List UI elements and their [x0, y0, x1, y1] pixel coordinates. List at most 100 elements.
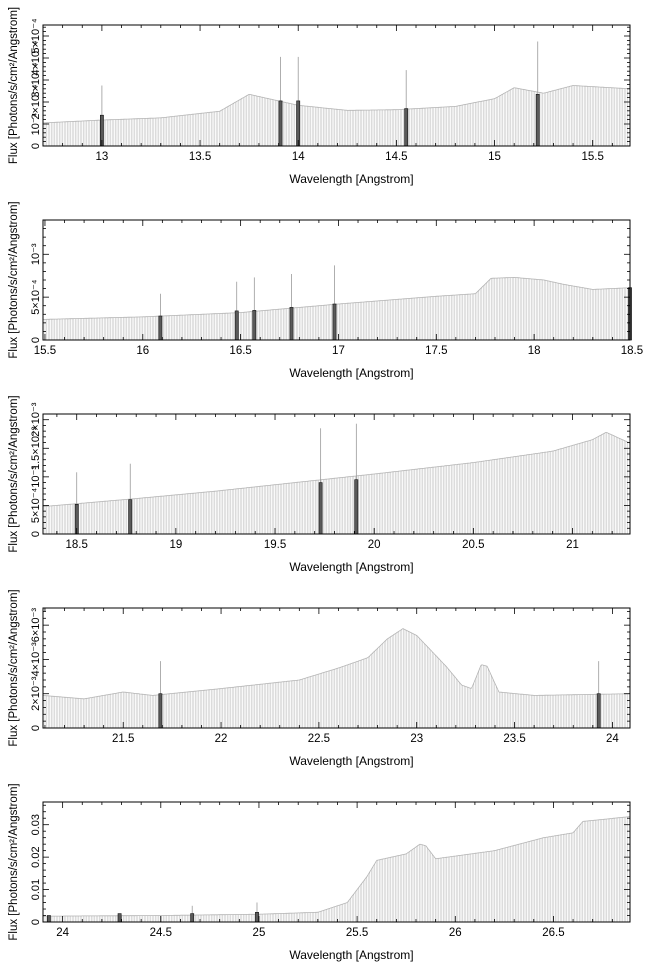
- y-tick-label: 5×10⁻⁴: [30, 488, 42, 524]
- x-axis-title: Wavelength [Angstrom]: [289, 560, 413, 574]
- y-tick-label: 5×10⁻⁴: [30, 279, 42, 315]
- y-axis-title: Flux [Photons/s/cm²/Angstrom]: [8, 7, 20, 164]
- x-axis-title: Wavelength [Angstrom]: [289, 948, 413, 962]
- y-tick-label: 2×10⁻³: [30, 676, 42, 711]
- x-tick-label: 15: [488, 151, 501, 163]
- y-tick-label: 5×10⁻⁴: [30, 18, 42, 54]
- x-tick-label: 23.5: [503, 733, 525, 745]
- x-tick-label: 16: [136, 345, 149, 357]
- emission-line-bar: [158, 693, 163, 729]
- plot-frame: [42, 24, 631, 147]
- emission-line-bar: [332, 303, 337, 341]
- plot-frame: [42, 801, 631, 923]
- x-tick-label: 22.5: [308, 733, 330, 745]
- x-tick-label: 16.5: [229, 345, 251, 357]
- x-tick-label: 15.5: [582, 151, 604, 163]
- chart-panel-2: 15.5 16 16.5 17 17.5 18 18.5 0 5×10⁻⁴ 10⁻³ Wavelen…: [8, 201, 643, 380]
- emission-line-bar: [296, 100, 301, 147]
- x-tick-label: 24: [56, 927, 69, 939]
- continuum-bars: [44, 816, 628, 922]
- plot-frame: [42, 607, 631, 729]
- x-tick-label: 19.5: [264, 539, 286, 551]
- x-tick-label: 21: [566, 539, 579, 551]
- x-tick-label: 13.5: [189, 151, 211, 163]
- emission-line-bar: [404, 108, 409, 147]
- y-tick-label: 0: [30, 143, 42, 149]
- y-tick-label: 1.5×10⁻³: [30, 426, 42, 470]
- x-tick-label: 21.5: [112, 733, 134, 745]
- y-tick-label: 6×10⁻³: [30, 608, 42, 643]
- x-axis-title: Wavelength [Angstrom]: [289, 172, 413, 186]
- emission-line-bar: [252, 310, 257, 341]
- continuum-envelope: [43, 276, 631, 320]
- continuum-envelope: [42, 628, 630, 700]
- continuum-envelope: [43, 85, 631, 124]
- x-tick-label: 24: [606, 733, 619, 745]
- y-tick-label: 10⁻³: [30, 466, 42, 488]
- x-tick-label: 26.5: [542, 927, 564, 939]
- y-axis-title: Flux [Photons/s/cm²/Angstrom]: [8, 783, 20, 940]
- x-tick-label: 17.5: [425, 345, 447, 357]
- x-tick-label: 14.5: [385, 151, 407, 163]
- x-tick-label: 20: [368, 539, 381, 551]
- emission-line-bar: [278, 100, 283, 147]
- continuum-bars: [44, 85, 628, 146]
- x-axis-title: Wavelength [Angstrom]: [289, 366, 413, 380]
- continuum-bars: [44, 628, 628, 728]
- emission-line-bar: [354, 479, 359, 535]
- continuum-envelope: [43, 816, 631, 917]
- chart-panel-5: 24 24.5 25 25.5 26 26.5 0 0.01 0.02 0.03 Wavelengt…: [8, 783, 631, 962]
- plot-frame: [42, 413, 631, 535]
- y-axis-title: Flux [Photons/s/cm²/Angstrom]: [8, 201, 20, 358]
- emission-line-bar: [117, 913, 122, 923]
- y-tick-label: 0: [30, 531, 42, 537]
- y-tick-label: 4×10⁻⁴: [30, 40, 42, 76]
- x-tick-label: 22: [215, 733, 228, 745]
- x-tick-label: 20.5: [462, 539, 484, 551]
- chart-panel-4: 21.5 22 22.5 23 23.5 24 0 2×10⁻³4×10⁻³6×10⁻³ Wav…: [8, 589, 631, 768]
- x-tick-label: 14: [292, 151, 305, 163]
- y-tick-label: 2×10⁻³: [30, 402, 42, 437]
- y-tick-label: 0.01: [30, 879, 42, 900]
- y-axis-title: Flux [Photons/s/cm²/Angstrom]: [8, 589, 20, 746]
- y-tick-label: 0: [30, 919, 42, 925]
- y-tick-label: 10⁻⁴: [30, 112, 42, 135]
- x-tick-label: 18: [528, 345, 541, 357]
- y-tick-label: 10⁻³: [30, 243, 42, 265]
- continuum-envelope: [42, 431, 631, 507]
- emission-line-bar: [535, 94, 540, 147]
- x-tick-label: 23: [410, 733, 423, 745]
- continuum-bars: [44, 432, 628, 534]
- x-axis-title: Wavelength [Angstrom]: [289, 754, 413, 768]
- emission-line-bar: [289, 307, 294, 341]
- chart-panel-3: 18.5 19 19.5 20 20.5 21 0 5×10⁻⁴10⁻³1.5×10⁻³2×1…: [8, 395, 631, 574]
- x-tick-label: 19: [169, 539, 182, 551]
- y-tick-label: 4×10⁻³: [30, 642, 42, 677]
- emission-line-bar: [596, 693, 601, 729]
- x-tick-label: 18.5: [621, 345, 643, 357]
- y-tick-label: 0: [30, 337, 42, 343]
- x-tick-label: 18.5: [66, 539, 88, 551]
- x-tick-label: 15.5: [34, 345, 56, 357]
- emission-line-bar: [46, 915, 51, 923]
- y-tick-label: 3×10⁻⁴: [30, 62, 42, 98]
- y-tick-label: 0.03: [30, 814, 42, 835]
- y-axis-title: Flux [Photons/s/cm²/Angstrom]: [8, 395, 20, 552]
- x-tick-label: 26: [449, 927, 462, 939]
- emission-line-bar: [158, 315, 163, 341]
- emission-line-bar: [318, 482, 323, 535]
- x-tick-label: 13: [95, 151, 108, 163]
- x-tick-label: 25.5: [346, 927, 368, 939]
- emission-line-bar: [255, 911, 259, 923]
- x-tick-label: 24.5: [150, 927, 172, 939]
- emission-line-bar: [128, 499, 133, 535]
- emission-line-bar: [190, 913, 195, 923]
- y-tick-label: 0: [30, 725, 42, 731]
- emission-line-bar: [234, 310, 239, 341]
- x-tick-label: 17: [332, 345, 345, 357]
- y-tick-label: 2×10⁻⁴: [30, 84, 42, 120]
- x-tick-label: 25: [253, 927, 266, 939]
- chart-panel-1: 13 13.5 14 14.5 15 15.5 0 10⁻⁴2×10⁻⁴3×10⁻⁴4×10⁻…: [8, 7, 631, 186]
- y-tick-label: 0.02: [30, 846, 42, 867]
